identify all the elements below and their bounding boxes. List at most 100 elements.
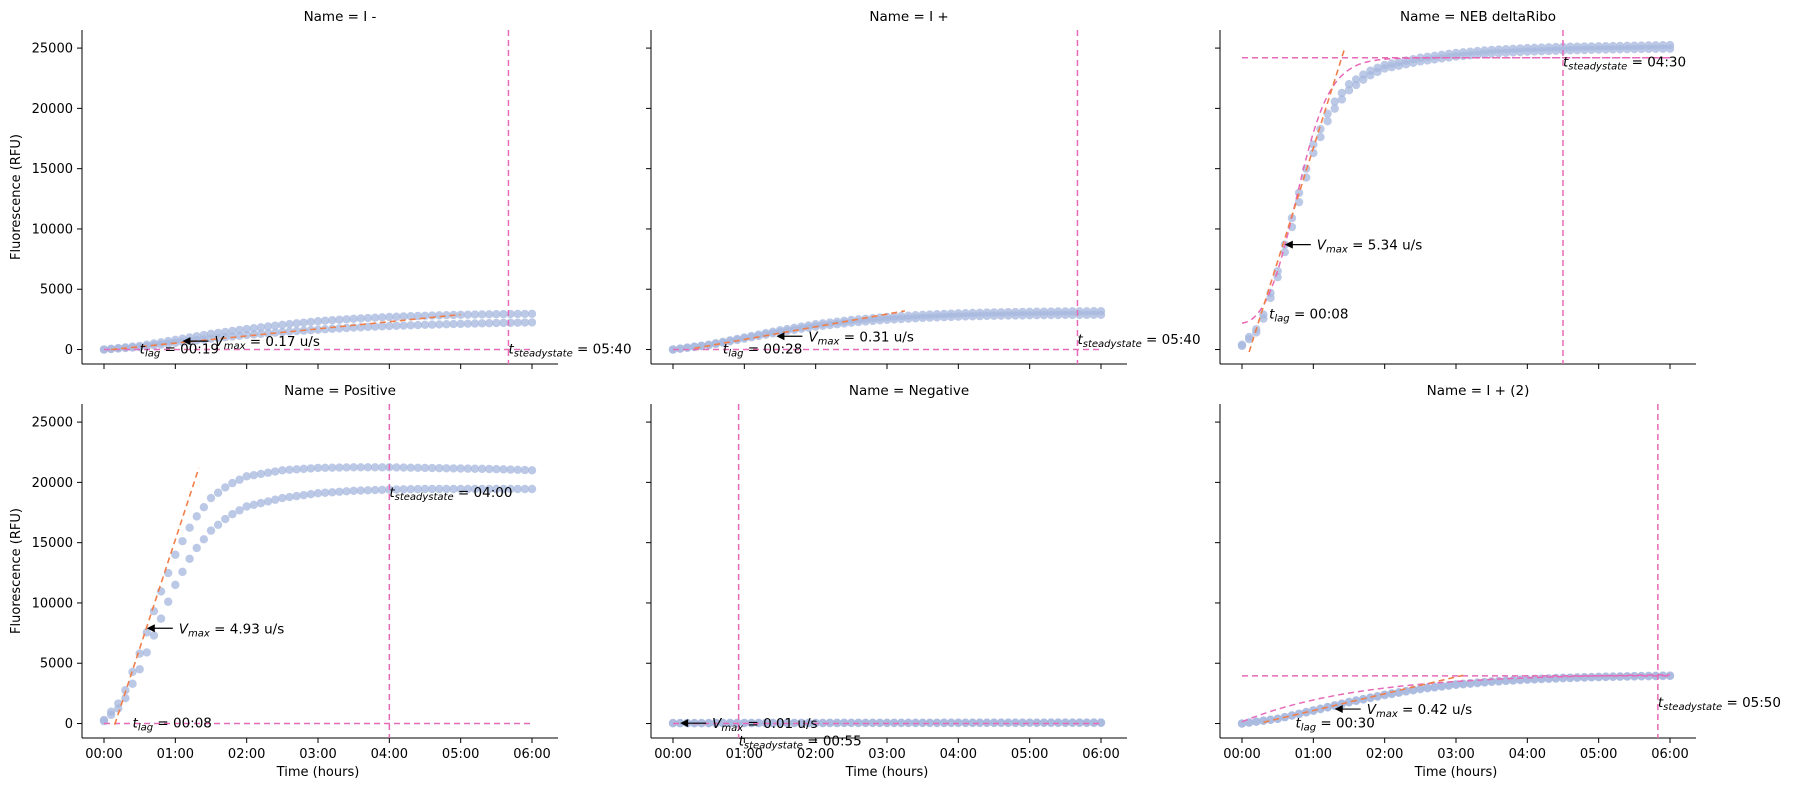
data-point bbox=[1344, 698, 1354, 707]
data-point bbox=[242, 330, 251, 340]
data-point bbox=[875, 718, 885, 728]
data-point bbox=[206, 334, 216, 343]
data-point bbox=[271, 467, 280, 476]
data-point bbox=[1437, 54, 1446, 63]
data-point bbox=[1487, 49, 1496, 58]
data-point bbox=[228, 478, 237, 488]
data-point bbox=[1651, 44, 1660, 54]
data-point bbox=[1423, 684, 1432, 693]
data-point bbox=[1530, 47, 1539, 56]
data-point bbox=[492, 310, 501, 319]
data-point bbox=[114, 344, 123, 353]
data-point bbox=[292, 491, 301, 501]
data-point bbox=[342, 323, 351, 333]
data-point bbox=[306, 464, 316, 473]
data-point bbox=[256, 498, 266, 508]
data-point bbox=[527, 484, 537, 494]
data-point bbox=[470, 310, 480, 319]
data-point bbox=[725, 719, 735, 728]
data-point bbox=[335, 315, 344, 324]
data-point bbox=[1096, 718, 1106, 728]
data-point bbox=[370, 322, 380, 331]
data-point bbox=[683, 343, 692, 353]
data-point bbox=[1501, 48, 1511, 57]
data-point bbox=[1309, 140, 1318, 149]
lag-annotation: tlag = 00:08 bbox=[1269, 306, 1348, 324]
x-tick-label: 01:00 bbox=[726, 747, 763, 762]
data-point bbox=[320, 463, 330, 472]
vmax-arrow-head bbox=[1334, 705, 1343, 714]
data-point bbox=[1039, 310, 1049, 320]
vmax-tangent-line bbox=[111, 313, 461, 351]
data-point bbox=[392, 463, 401, 472]
lag-annotation: tlag = 00:08 bbox=[133, 716, 212, 734]
panel-3: Name = NEB deltaRibo Vmax = 5.34 u/s tlag … bbox=[1215, 9, 1696, 369]
data-point bbox=[1046, 310, 1056, 320]
y-tick-label: 20000 bbox=[32, 102, 73, 117]
data-point bbox=[747, 718, 756, 728]
data-point bbox=[1537, 47, 1546, 56]
data-point bbox=[1580, 45, 1589, 55]
data-point bbox=[485, 484, 494, 494]
data-point bbox=[747, 333, 756, 342]
x-tick-label: 03:00 bbox=[299, 747, 336, 762]
data-point bbox=[285, 465, 294, 475]
y-tick-label: 25000 bbox=[32, 42, 73, 57]
data-point bbox=[520, 309, 530, 319]
panel-title: Name = I - bbox=[304, 9, 377, 25]
data-point bbox=[797, 324, 806, 333]
data-point bbox=[149, 606, 159, 616]
data-point bbox=[1294, 709, 1304, 719]
data-point bbox=[221, 514, 230, 524]
vmax-annotation: Vmax = 4.93 u/s bbox=[179, 621, 284, 639]
data-point bbox=[1587, 45, 1596, 55]
data-point bbox=[1523, 675, 1532, 684]
data-point bbox=[1018, 718, 1027, 728]
data-point bbox=[299, 464, 308, 474]
x-tick-label: 04:00 bbox=[371, 747, 408, 762]
data-point bbox=[342, 463, 351, 472]
data-point bbox=[513, 465, 522, 475]
data-point bbox=[797, 718, 806, 728]
data-point bbox=[164, 339, 173, 348]
data-point bbox=[235, 506, 244, 515]
vmax-arrow-head bbox=[182, 337, 191, 346]
data-point bbox=[392, 485, 401, 494]
data-point bbox=[185, 554, 194, 564]
data-point bbox=[306, 317, 316, 327]
data-point bbox=[1004, 311, 1013, 320]
data-point bbox=[263, 497, 273, 506]
data-point bbox=[413, 484, 423, 494]
data-point bbox=[1416, 684, 1425, 694]
data-point bbox=[406, 463, 415, 472]
data-point bbox=[320, 316, 330, 325]
y-tick-label: 20000 bbox=[32, 476, 73, 491]
x-tick-label: 00:00 bbox=[1223, 747, 1260, 762]
data-point bbox=[435, 320, 444, 329]
data-point bbox=[463, 319, 472, 328]
data-point bbox=[470, 464, 480, 473]
data-point bbox=[1608, 45, 1618, 54]
panel-title: Name = Negative bbox=[849, 383, 969, 399]
data-point bbox=[435, 484, 444, 494]
data-point bbox=[463, 310, 472, 319]
data-point bbox=[1266, 715, 1275, 725]
fit-curve bbox=[1241, 674, 1670, 723]
data-point bbox=[228, 510, 237, 519]
data-point bbox=[1494, 48, 1503, 58]
data-point bbox=[1416, 57, 1425, 66]
data-point bbox=[378, 313, 387, 322]
data-point bbox=[1601, 45, 1610, 54]
data-point bbox=[442, 320, 451, 329]
data-point bbox=[911, 314, 920, 323]
data-point bbox=[499, 465, 508, 474]
data-point bbox=[114, 704, 123, 713]
data-point bbox=[1466, 679, 1475, 688]
panel-6: Name = I + (2) 00:00 01:00 02:00 03:00 04:00 0… bbox=[1215, 383, 1781, 762]
vmax-annotation: Vmax = 0.01 u/s bbox=[712, 716, 817, 734]
y-axis-label: Fluorescence (RFU) bbox=[9, 134, 24, 260]
data-point bbox=[1337, 88, 1347, 98]
data-point bbox=[171, 580, 180, 590]
data-point bbox=[156, 614, 166, 623]
data-point bbox=[1551, 46, 1561, 55]
